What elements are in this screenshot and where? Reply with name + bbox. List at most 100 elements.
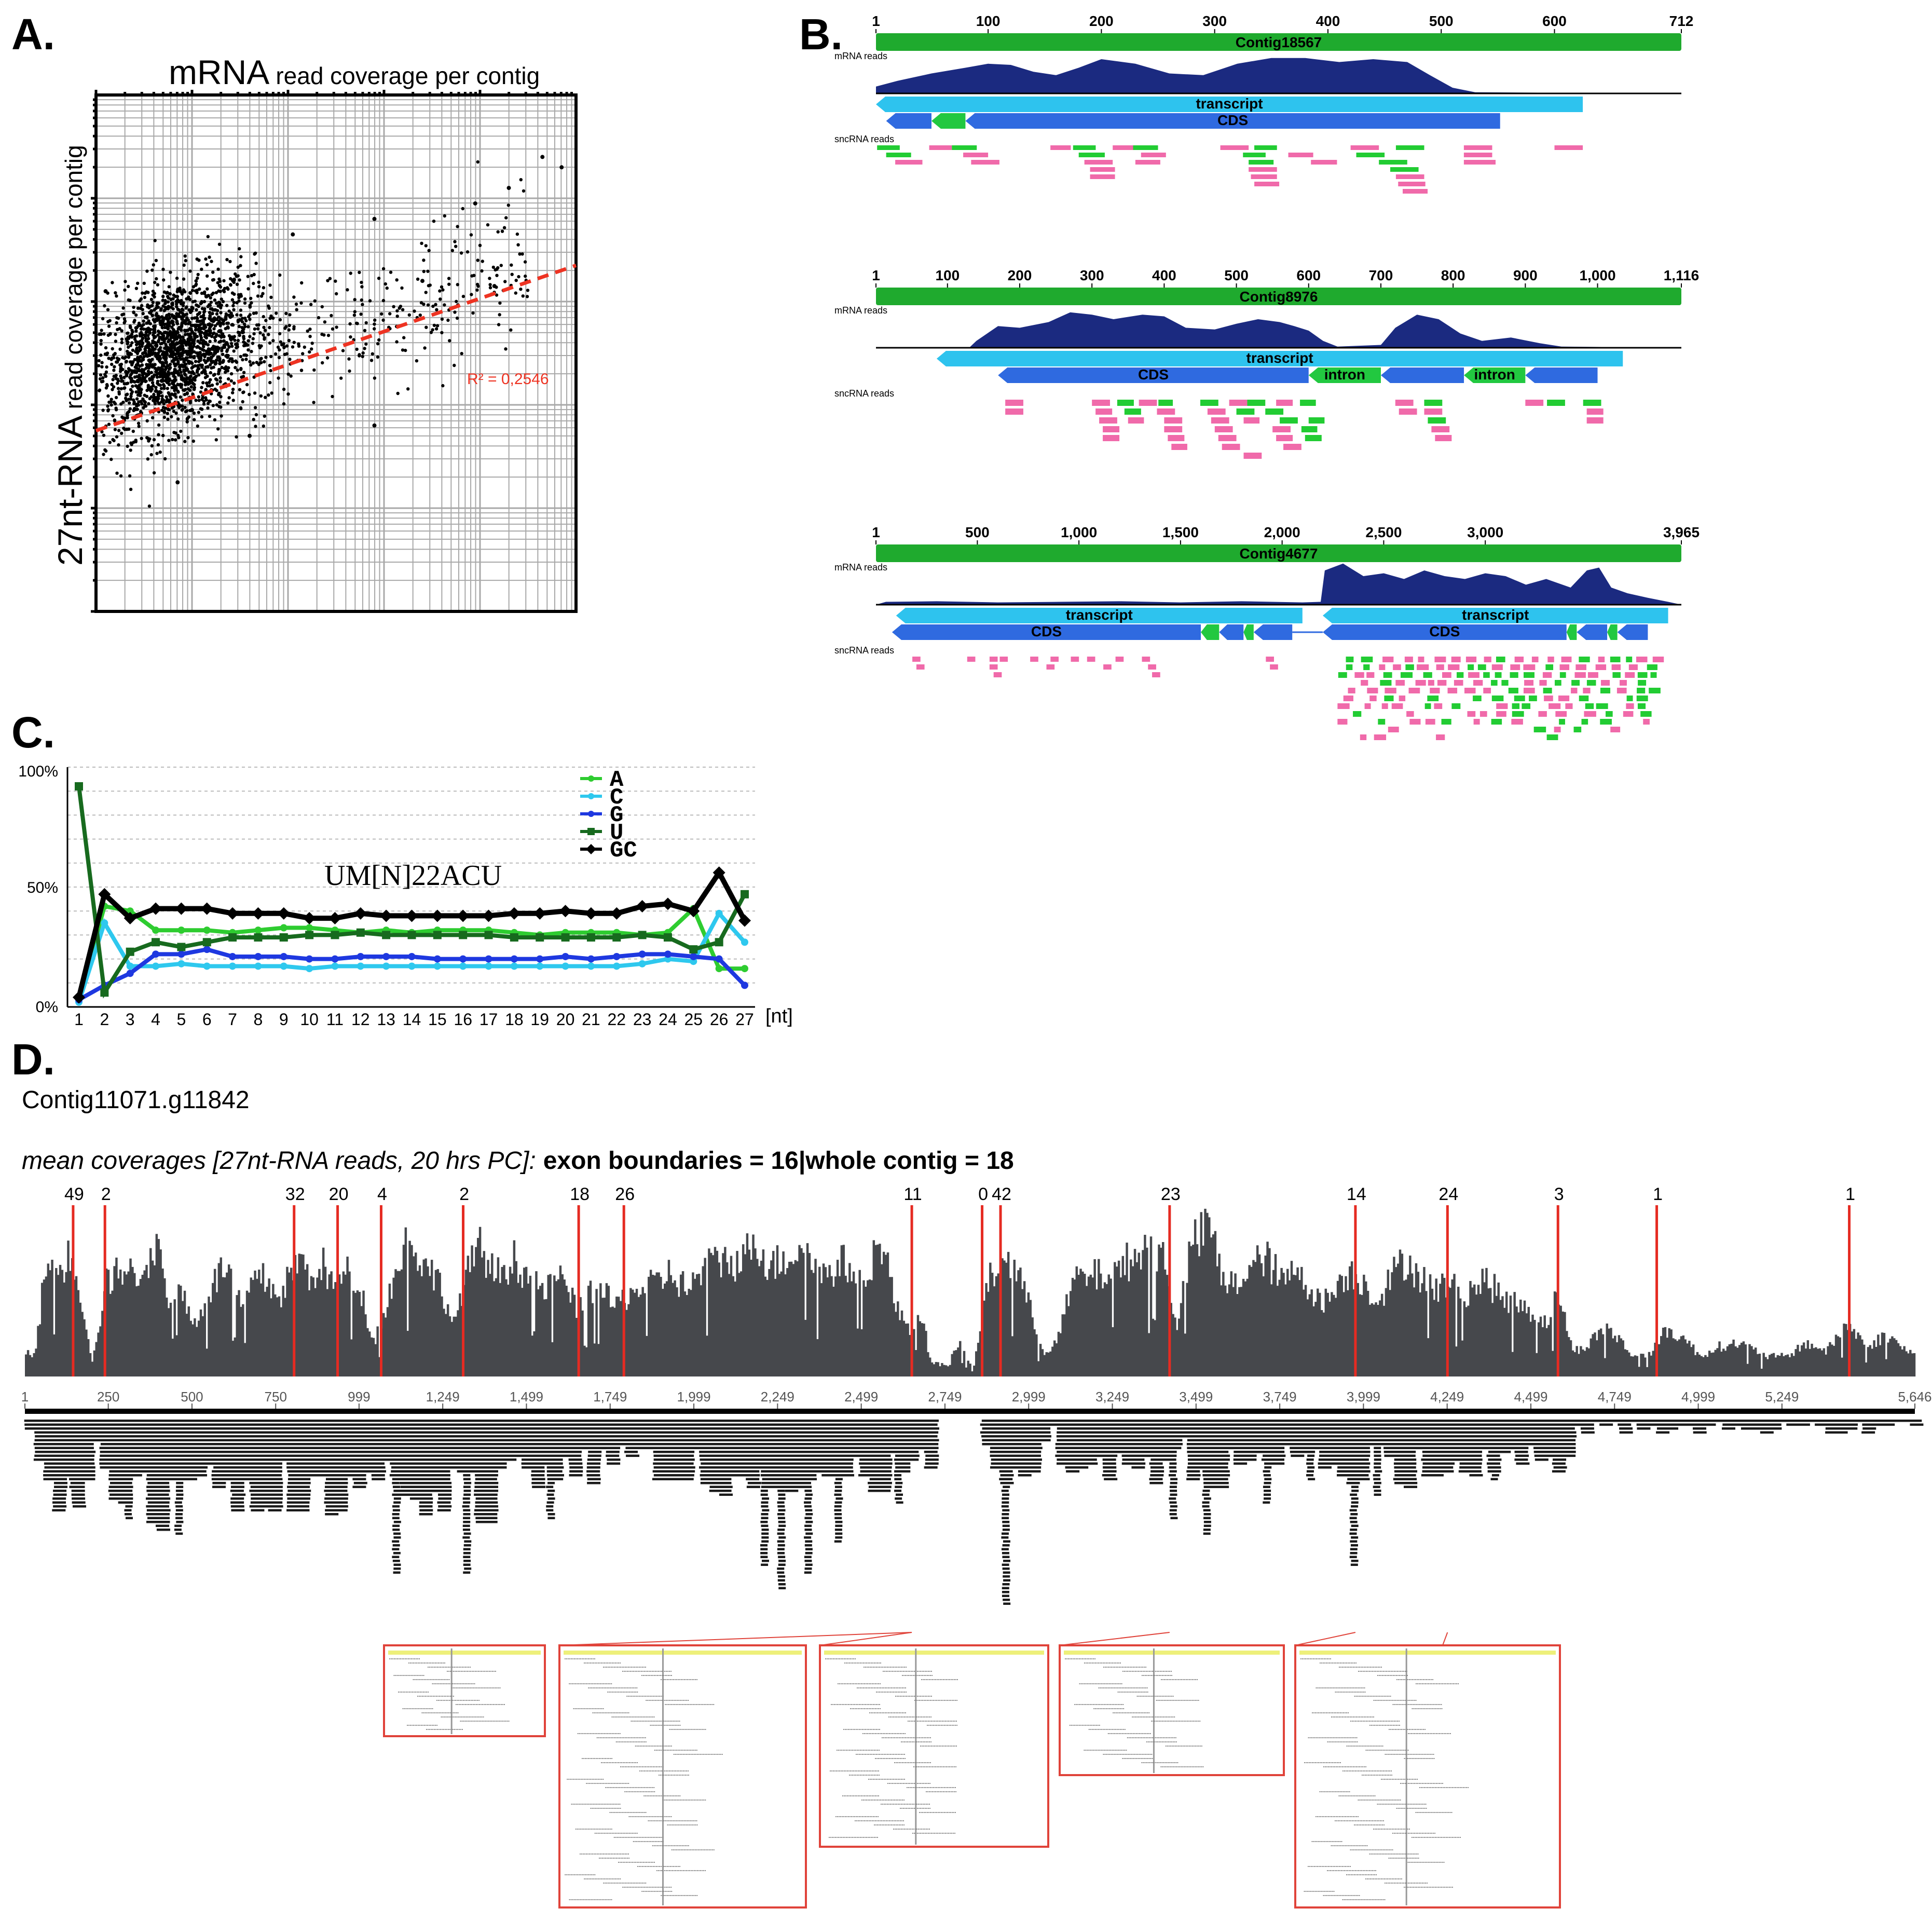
panel-d-coverage-bar [1509, 1296, 1512, 1376]
panel-a-point [376, 355, 380, 359]
panel-d-read [213, 1458, 227, 1461]
panel-b-sncrna-read [1610, 727, 1621, 732]
panel-d-coverage-bar [836, 1260, 839, 1376]
panel-d-read [363, 1435, 377, 1438]
panel-d-read [512, 1435, 526, 1438]
panel-a-point [148, 343, 152, 347]
panel-a-point [208, 380, 211, 384]
panel-d-coverage-bar [897, 1301, 899, 1376]
panel-a-point [135, 397, 139, 401]
panel-a-point [149, 389, 153, 393]
panel-d-read [268, 1458, 282, 1461]
panel-c-legend-marker [588, 811, 594, 817]
panel-a-point [106, 404, 109, 408]
panel-a-point [157, 301, 160, 305]
panel-a-point [237, 293, 240, 297]
panel-c-marker-G [331, 955, 339, 963]
panel-a-point [157, 391, 161, 395]
panel-d-read [288, 1447, 302, 1449]
panel-a-point [416, 277, 420, 281]
panel-c-xtick-label: 18 [505, 1010, 524, 1029]
panel-a-point [171, 438, 174, 441]
panel-d-coverage-bar [1596, 1340, 1598, 1376]
panel-d-coverage-bar [1594, 1332, 1596, 1376]
panel-d-coverage-bar [629, 1288, 632, 1376]
panel-d-read [408, 1439, 422, 1441]
panel-c-marker-GC [149, 902, 162, 915]
panel-d-coverage-bar [497, 1257, 500, 1376]
panel-d-read [43, 1470, 57, 1473]
panel-d-read [353, 1458, 367, 1461]
panel-d-coverage-bar [1393, 1257, 1395, 1376]
panel-a-point [126, 444, 129, 448]
panel-d-coverage-bar [286, 1266, 289, 1376]
panel-d-read [157, 1509, 171, 1511]
panel-d-coverage-bar [1740, 1342, 1743, 1376]
panel-a-point [157, 423, 161, 427]
panel-d-read [147, 1517, 161, 1519]
panel-d-coverage-bar [965, 1367, 968, 1376]
panel-a-point [201, 381, 205, 385]
panel-b-tick-label: 700 [1369, 267, 1393, 283]
panel-a-point [360, 285, 364, 289]
panel-d-coverage-bar [862, 1280, 865, 1376]
panel-c-marker-A [152, 926, 160, 934]
panel-d-coverage-bar [390, 1299, 393, 1376]
panel-d-coverage-bar [935, 1362, 938, 1376]
panel-a-point [231, 388, 235, 391]
panel-a-point [215, 382, 219, 386]
panel-b-sncrna-read [1463, 160, 1496, 165]
panel-d-read [109, 1493, 124, 1496]
panel-d-coverage-bar [648, 1276, 650, 1376]
panel-b-sncrna-read [1473, 696, 1482, 701]
panel-d-coverage-bar [290, 1267, 293, 1376]
panel-d-coverage-bar [1901, 1349, 1904, 1376]
panel-d-coverage-bar [1361, 1294, 1363, 1376]
panel-d-read [250, 1501, 264, 1504]
panel-d-read [52, 1509, 66, 1511]
panel-d-read [137, 1420, 151, 1422]
panel-d-read [419, 1482, 433, 1484]
panel-d-coverage-bar [362, 1290, 365, 1376]
panel-d-read [108, 1451, 122, 1453]
panel-a-point [141, 291, 144, 295]
panel-d-read [221, 1423, 235, 1426]
panel-d-coverage-bar [651, 1275, 654, 1376]
panel-d-read [410, 1427, 424, 1430]
panel-a-point [252, 418, 255, 421]
panel-a-point [234, 366, 237, 370]
panel-d-coverage-bar [1333, 1294, 1335, 1376]
panel-d-coverage-bar [55, 1268, 58, 1376]
panel-d-read [410, 1493, 424, 1496]
panel-d-read [146, 1420, 160, 1422]
panel-a-point [373, 322, 376, 326]
panel-d-read [361, 1443, 375, 1446]
panel-a-point [297, 342, 300, 346]
panel-a-point [133, 380, 136, 384]
panel-d-read [147, 1493, 161, 1496]
panel-d-read [400, 1420, 414, 1422]
panel-a-point [540, 155, 545, 159]
panel-d-read [53, 1490, 67, 1492]
panel-d-read [297, 1447, 311, 1449]
panel-a-point [186, 318, 189, 322]
panel-a-point [179, 395, 182, 399]
panel-d-read [296, 1474, 310, 1477]
panel-d-boundary-label: 11 [903, 1184, 922, 1204]
panel-a-point [122, 321, 126, 325]
panel-c-marker-GC [124, 912, 136, 925]
panel-a-point [167, 333, 170, 337]
panel-a-point [190, 371, 194, 375]
panel-a-point [192, 411, 196, 415]
panel-d-read [399, 1470, 413, 1473]
panel-a-point [203, 372, 208, 376]
panel-d-read [73, 1505, 87, 1508]
panel-d-coverage-bar [852, 1271, 855, 1376]
panel-a-point [130, 329, 134, 332]
panel-a-point [440, 331, 444, 335]
panel-d-coverage-bar [1650, 1355, 1653, 1376]
panel-a-point [160, 325, 164, 330]
panel-b-sncrna-read [1479, 711, 1487, 717]
panel-d-read [222, 1443, 236, 1446]
panel-d-coverage-bar [1449, 1288, 1452, 1376]
